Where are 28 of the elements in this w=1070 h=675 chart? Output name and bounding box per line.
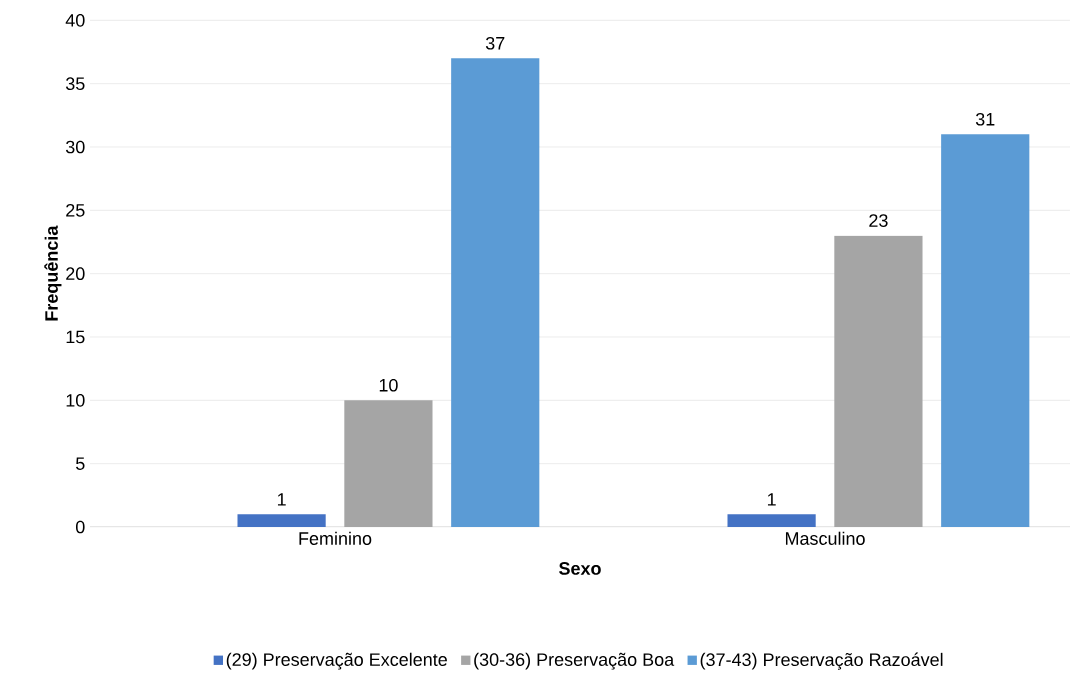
legend-label: (37-43) Preservação Razoável	[700, 652, 943, 670]
bar	[451, 58, 540, 527]
y-tick-label: 0	[75, 520, 85, 534]
y-tick-label: 10	[66, 393, 85, 407]
data-label: 31	[975, 112, 995, 126]
x-tick-label: Feminino	[299, 531, 372, 545]
x-tick-label: Masculino	[785, 531, 865, 545]
data-label: 10	[379, 378, 398, 392]
data-label: 1	[277, 493, 286, 506]
y-tick-label: 15	[66, 330, 85, 344]
legend-label: (29) Preservação Excelente	[226, 652, 447, 670]
y-tick-label: 35	[65, 77, 85, 91]
data-label: 1	[767, 493, 776, 506]
bar	[237, 514, 326, 527]
data-label: 37	[485, 36, 505, 50]
y-tick-label: 40	[65, 13, 85, 27]
x-axis-title: Sexo	[559, 562, 601, 575]
bar	[834, 235, 923, 527]
y-tick-label: 5	[75, 457, 85, 470]
bar	[344, 400, 433, 527]
data-label: 23	[869, 214, 888, 227]
y-tick-label: 25	[66, 203, 85, 217]
bar	[941, 134, 1030, 527]
legend-label: (30-36) Preservação Boa	[474, 652, 675, 670]
y-axis-title: Frequência	[44, 225, 62, 321]
y-tick-label: 20	[66, 267, 85, 281]
bar	[727, 514, 816, 527]
y-tick-label: 30	[65, 140, 85, 154]
